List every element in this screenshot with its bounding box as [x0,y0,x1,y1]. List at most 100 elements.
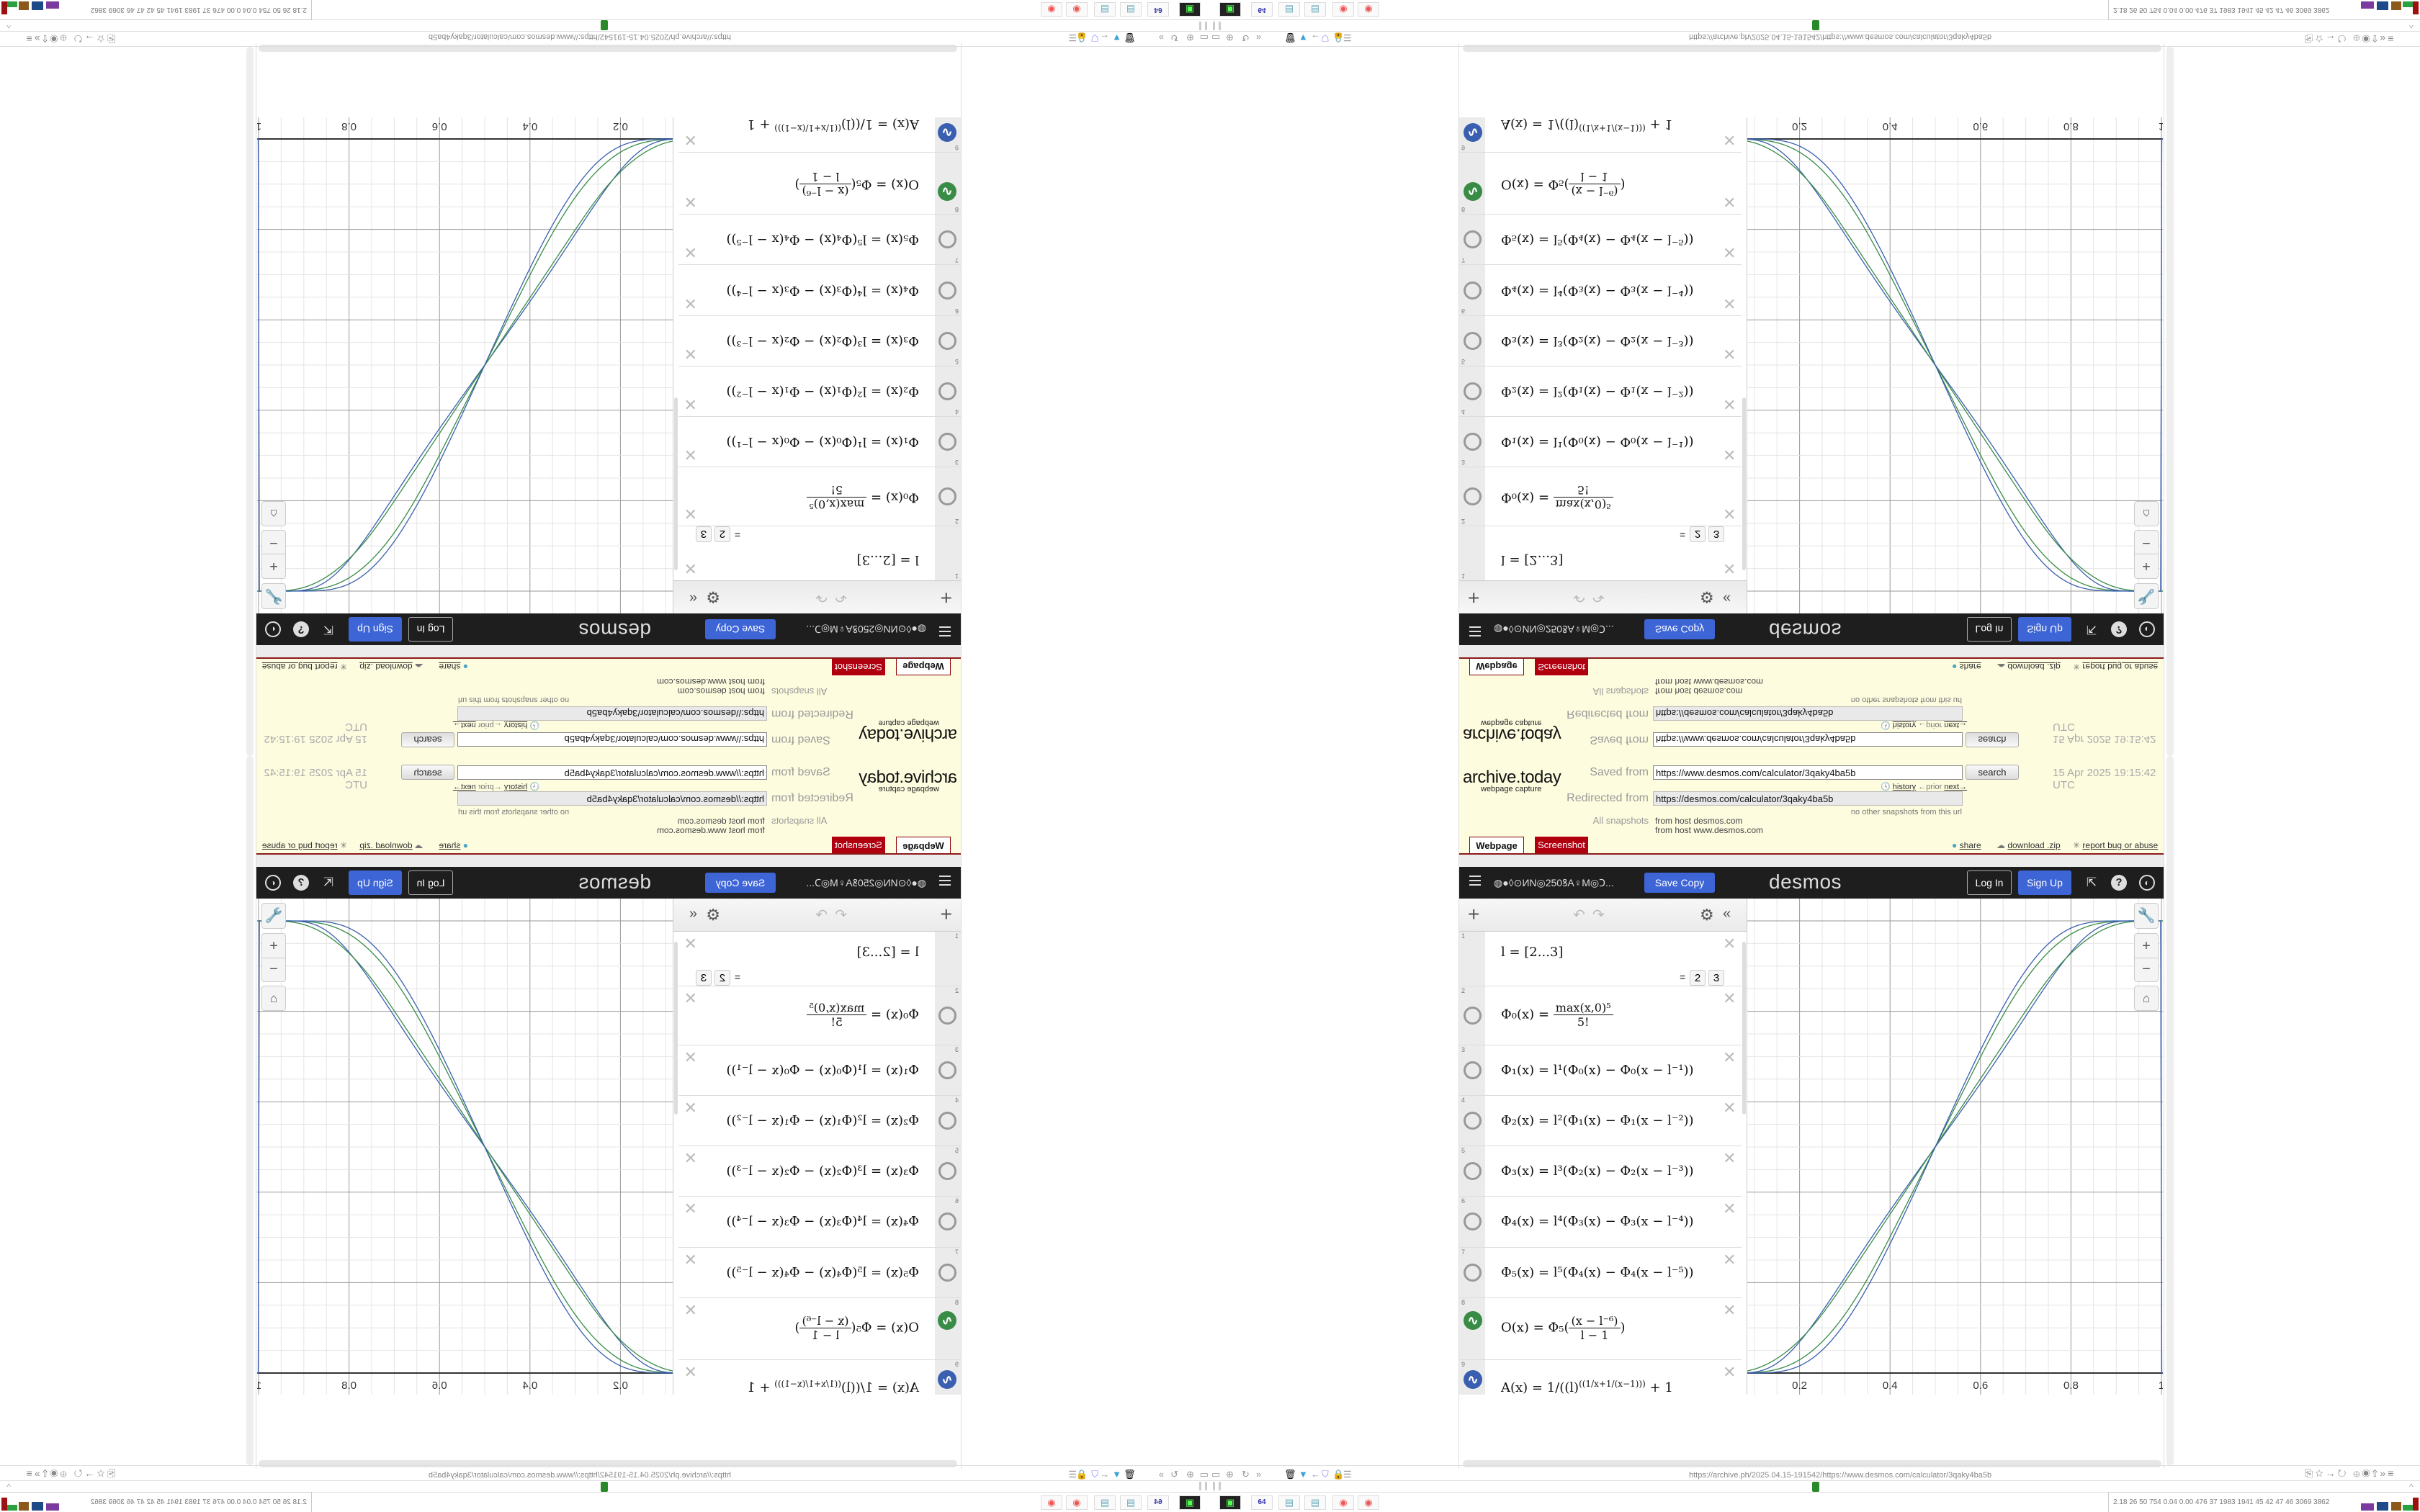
hidden-toggle-circle-icon[interactable] [938,282,956,300]
taskbar-notepad[interactable]: ▤ [1278,1495,1300,1510]
add-expression-icon[interactable]: + [940,903,952,925]
expression-item[interactable]: 2 Φ₀(x) = max(x,0)⁵ 5! ✕ [1459,986,1742,1045]
taskbar-floppy[interactable]: 64 [1251,1495,1273,1510]
hidden-toggle-circle-icon[interactable] [1464,487,1482,505]
expression-text[interactable]: Φ₂(x) = l²(Φ₁(x) − Φ₁(x − l⁻²)) [1501,1113,1694,1128]
expression-text[interactable]: Φ₃(x) = l³(Φ₂(x) − Φ₂(x − l⁻³)) [1501,1164,1694,1179]
from-host-link[interactable]: from host desmos.com [677,686,765,696]
delete-icon[interactable]: ✕ [1723,1251,1736,1269]
expression-item[interactable]: 1 l = [2...3] = 2 3 ✕ [678,526,961,580]
delete-icon[interactable]: ✕ [684,1301,697,1319]
sign-up-button[interactable]: Sign Up [349,617,402,642]
gear-icon[interactable]: ⚙ [1700,906,1714,924]
delete-icon[interactable]: ✕ [1723,1200,1736,1218]
language-globe-icon[interactable]: ◐ [265,621,281,637]
download-label[interactable]: download .zip [2007,840,2061,850]
expression-text[interactable]: Φ₂(x) = l²(Φ₁(x) − Φ₁(x − l⁻²)) [1501,384,1694,399]
tab-screenshot[interactable]: Screenshot [832,658,885,675]
delete-icon[interactable]: ✕ [1723,989,1736,1007]
from-host-link[interactable]: from host www.desmos.com [1655,825,1764,835]
hidden-toggle-circle-icon[interactable] [938,382,956,400]
taskbar-drive[interactable]: ▣ [1219,1495,1241,1510]
download-label[interactable]: download .zip [359,840,413,850]
trash-icon[interactable]: 🗑 [1284,32,1296,43]
horizontal-scrollbar[interactable] [259,1460,957,1467]
delete-icon[interactable]: ✕ [684,345,697,363]
drag-handle[interactable] [1213,1482,1215,1490]
zoom-in-icon[interactable]: + [2135,934,2158,958]
hidden-toggle-circle-icon[interactable] [1464,332,1482,350]
drag-handle[interactable] [1199,22,1201,30]
delete-icon[interactable]: ✕ [684,131,697,149]
expression-text[interactable]: l = [2...3] [1501,552,1564,567]
collapse-list-icon[interactable]: « [1723,906,1731,922]
shield-icon[interactable]: ⛉ [1091,1469,1098,1480]
hidden-toggle-circle-icon[interactable] [938,1061,956,1079]
expression-text[interactable]: Φ₂(x) = l²(Φ₁(x) − Φ₁(x − l⁻²)) [726,1113,919,1128]
redo-icon[interactable]: ↷ [1592,907,1605,923]
shield-icon[interactable]: ⛉ [1322,32,1329,43]
expression-text[interactable]: Φ₃(x) = l³(Φ₂(x) − Φ₂(x − l⁻³)) [726,333,919,348]
graph-canvas[interactable]: 0.2 0.4 0.6 0.8 1 [257,117,673,613]
lock-icon[interactable]: 🔒 [1075,32,1088,43]
expression-text[interactable]: Φ₁(x) = l¹(Φ₀(x) − Φ₀(x − l⁻¹)) [1501,1063,1694,1078]
expression-item[interactable]: 1 l = [2...3] = 2 3 ✕ [678,932,961,986]
graph-title[interactable]: ◍●◊⊙ИN◎250ꝸA♀M◎Ↄ... [806,877,926,888]
gear-icon[interactable]: ⚙ [1700,588,1714,606]
help-icon[interactable]: ? [293,621,309,637]
graph-visible-wave-icon[interactable]: ∿ [938,1370,956,1389]
sliders-icon[interactable]: ☰ [1068,1469,1077,1480]
help-icon[interactable]: ? [293,875,309,891]
delete-icon[interactable]: ✕ [1723,294,1736,312]
expression-item[interactable]: 1 l = [2...3] = 2 3 ✕ [1459,932,1742,986]
expression-item[interactable]: 6 Φ₄(x) = l⁴(Φ₃(x) − Φ₃(x − l⁻⁴)) ✕ [1459,1197,1742,1248]
expression-text[interactable]: A(x) = 1/((l)((1/x+1/(x−1))) + 1 [1501,1379,1673,1395]
next-link[interactable]: next→ [452,783,476,791]
delete-icon[interactable]: ✕ [684,505,697,523]
home-icon[interactable]: ⌂ [2134,501,2159,526]
list-scrollbar[interactable] [674,942,678,1115]
gear-icon[interactable]: ⚙ [706,588,720,606]
expression-text[interactable]: A(x) = 1/((l)((1/x+1/(x−1))) + 1 [747,117,919,133]
download-label[interactable]: download .zip [2007,662,2061,672]
delete-icon[interactable]: ✕ [684,243,697,261]
graph-visible-wave-icon[interactable]: ∿ [1464,182,1482,201]
runner-icon[interactable]: ▼ [1112,1469,1121,1480]
browser-toolbar-icons[interactable]: ⎘☆→↻ ⊕◉⇧»≡ [24,1467,115,1479]
redo-icon[interactable]: ↷ [1592,589,1605,605]
lock-icon[interactable]: 🔒 [1332,1469,1345,1480]
expression-text[interactable]: Φ₁(x) = l¹(Φ₀(x) − Φ₀(x − l⁻¹)) [726,1063,919,1078]
taskbar-notepad[interactable]: ▤ [1120,1495,1142,1510]
delete-icon[interactable]: ✕ [1723,345,1736,363]
browser-toolbar-icons[interactable]: ⎘☆→↻ ⊕◉⇧»≡ [2305,33,2396,45]
history-link[interactable]: history [1892,783,1917,791]
drag-handle[interactable] [1205,22,1207,30]
redirected-from-input[interactable]: https://desmos.com/calculator/3qaky4ba5b [1653,706,1963,721]
graph-paper[interactable]: 0.2 0.4 0.6 0.8 1 🔧 + − ⌂ [257,899,673,1395]
saved-from-input[interactable]: https://www.desmos.com/calculator/3qaky4… [1653,765,1963,780]
redo-icon[interactable]: ↷ [815,907,828,923]
add-expression-icon[interactable]: + [940,587,952,609]
folder-icon[interactable]: ▭ [1211,1469,1221,1480]
expression-item[interactable]: 6 Φ₄(x) = l⁴(Φ₃(x) − Φ₃(x − l⁻⁴)) ✕ [678,264,961,315]
home-icon[interactable]: ⌂ [261,501,286,526]
graph-visible-wave-icon[interactable]: ∿ [938,182,956,201]
hidden-toggle-circle-icon[interactable] [938,230,956,248]
graph-visible-wave-icon[interactable]: ∿ [938,1311,956,1330]
hidden-toggle-circle-icon[interactable] [1464,1061,1482,1079]
download-label[interactable]: download .zip [359,662,413,672]
expression-text[interactable]: l = [2...3] [1501,945,1564,960]
zoom-out-icon[interactable]: − [2142,535,2151,551]
wrench-icon[interactable]: 🔧 [2134,903,2159,929]
expression-text[interactable]: Φ₀(x) = max(x,0)⁵ 5! [1501,1001,1613,1029]
expression-text[interactable]: Φ₅(x) = l⁵(Φ₄(x) − Φ₄(x − l⁻⁵)) [726,232,919,247]
zoom-out-icon[interactable]: − [269,961,278,977]
expression-item[interactable]: 8 ∿ O(x) = Φ₅((x − l⁻⁶) l − 1) ✕ [1459,152,1742,214]
drag-handle[interactable] [1219,1482,1221,1490]
expression-item[interactable]: 1 l = [2...3] = 2 3 ✕ [1459,526,1742,580]
expression-text[interactable]: Φ₅(x) = l⁵(Φ₄(x) − Φ₄(x − l⁻⁵)) [1501,232,1694,247]
history-link[interactable]: history [1892,721,1917,729]
delete-icon[interactable]: ✕ [1723,1099,1736,1117]
back-arrow-icon[interactable]: ← [1311,1469,1320,1480]
expression-text[interactable]: A(x) = 1/((l)((1/x+1/(x−1))) + 1 [1501,117,1673,133]
